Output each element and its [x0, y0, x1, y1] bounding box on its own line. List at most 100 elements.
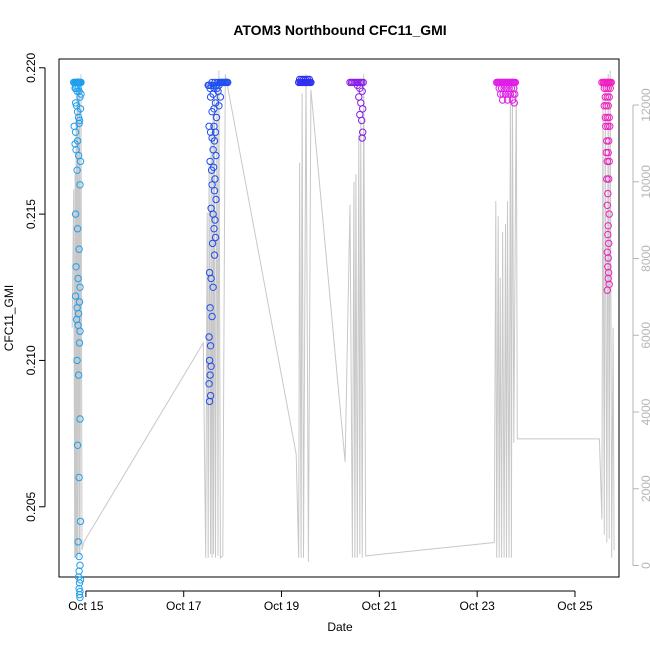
data-point	[605, 175, 613, 183]
data-point	[603, 113, 611, 122]
data-point	[215, 102, 223, 110]
data-point	[212, 195, 220, 204]
y2-tick-label: 8000	[639, 245, 650, 272]
data-point	[75, 473, 83, 482]
data-point	[211, 216, 219, 224]
data-point	[604, 148, 612, 157]
series-flight-6	[598, 78, 615, 294]
data-points-layer	[70, 75, 615, 602]
data-point	[205, 333, 213, 341]
data-point	[74, 151, 83, 160]
data-point	[602, 148, 610, 157]
data-point	[209, 163, 218, 172]
data-point	[76, 415, 84, 423]
data-point	[75, 590, 84, 599]
y-tick-label: 0.210	[24, 345, 38, 375]
data-point	[208, 312, 216, 321]
data-point	[71, 128, 80, 136]
data-point	[601, 113, 609, 122]
data-point	[75, 339, 84, 347]
data-point	[76, 181, 84, 189]
data-point	[503, 96, 512, 104]
data-point	[605, 137, 613, 145]
data-point	[75, 552, 83, 561]
data-point	[76, 576, 85, 584]
data-point	[205, 380, 213, 388]
data-point	[74, 538, 82, 546]
data-point	[206, 371, 214, 379]
y-tick-label: 0.205	[24, 491, 38, 521]
data-point	[216, 93, 225, 101]
data-point	[603, 157, 611, 166]
data-point	[224, 78, 232, 87]
data-point	[71, 292, 80, 300]
x-axis-label: Date	[327, 620, 353, 634]
x-tick-label: Oct 23	[459, 599, 495, 613]
chart-title: ATOM3 Northbound CFC11_GMI	[233, 22, 446, 38]
data-point	[604, 254, 612, 262]
axes-layer: Oct 15 Oct 17 Oct 19 Oct 21 Oct 23 Oct 25 0.20…	[24, 52, 650, 613]
data-point	[605, 157, 613, 166]
data-point	[75, 245, 83, 253]
data-point	[601, 93, 609, 101]
data-point	[75, 119, 83, 128]
x-tick-label: Oct 21	[362, 599, 398, 613]
data-point	[73, 441, 82, 449]
y2-tick-label: 10000	[639, 165, 650, 199]
data-point	[604, 222, 612, 230]
y2-tick-label: 4000	[639, 398, 650, 425]
series-flight-5	[493, 78, 519, 107]
data-point	[603, 137, 611, 145]
data-point	[604, 102, 612, 110]
data-point	[76, 105, 85, 113]
x-tick-label: Oct 17	[166, 599, 202, 613]
x-tick-label: Oct 25	[557, 599, 593, 613]
x-tick-label: Oct 15	[68, 599, 104, 613]
data-point	[358, 134, 366, 142]
data-point	[603, 175, 611, 183]
data-point	[211, 128, 220, 136]
data-point	[359, 78, 367, 87]
data-point	[603, 93, 611, 101]
data-point	[207, 362, 215, 370]
y2-tick-label: 2000	[639, 475, 650, 502]
data-point	[77, 90, 85, 98]
data-point	[76, 561, 84, 569]
plot-frame	[58, 58, 620, 578]
data-point	[359, 105, 367, 113]
data-point	[74, 321, 82, 329]
data-point	[603, 201, 611, 210]
y-tick-label: 0.220	[24, 52, 38, 82]
data-point	[77, 78, 85, 87]
data-point	[358, 87, 366, 95]
data-point	[76, 593, 84, 602]
y2-tick-label: 6000	[639, 322, 650, 349]
data-point	[602, 102, 610, 110]
data-point	[358, 116, 366, 125]
data-point	[212, 113, 221, 122]
data-point	[74, 371, 83, 379]
data-point	[73, 166, 81, 174]
data-point	[71, 210, 80, 218]
altitude-trace-layer	[71, 70, 615, 562]
altitude-line	[71, 70, 615, 562]
data-point	[603, 248, 611, 256]
data-point	[73, 225, 82, 233]
data-point	[75, 579, 84, 587]
series-flight-3	[295, 75, 315, 87]
data-point	[602, 84, 610, 93]
data-point	[212, 151, 220, 160]
data-point	[75, 567, 83, 575]
data-point	[303, 75, 312, 84]
data-point	[211, 175, 219, 183]
data-point	[72, 263, 80, 271]
data-point	[76, 283, 84, 291]
data-point	[605, 113, 613, 122]
data-point	[206, 342, 215, 350]
y2-tick-label: 0	[639, 562, 650, 569]
data-point	[301, 75, 310, 84]
data-point	[210, 225, 218, 233]
x-tick-label: Oct 19	[264, 599, 300, 613]
data-point	[210, 187, 219, 195]
data-point	[602, 122, 610, 131]
